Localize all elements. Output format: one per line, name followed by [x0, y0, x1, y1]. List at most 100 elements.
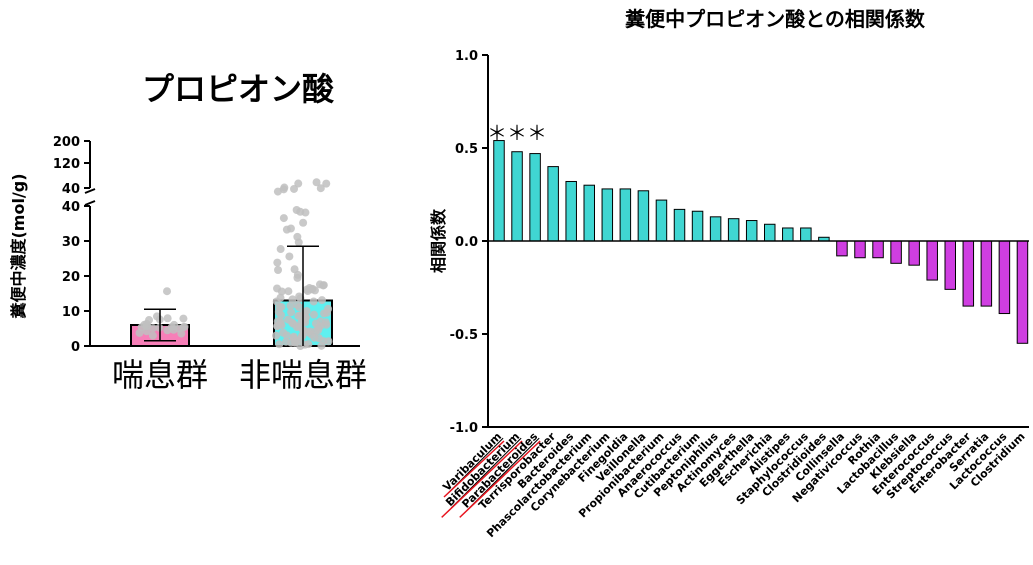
data-point [274, 266, 283, 275]
data-point [152, 312, 161, 321]
data-point [177, 329, 186, 338]
axis-break-mark [84, 188, 96, 194]
bar [493, 140, 505, 242]
data-point [293, 273, 302, 282]
correlation-svg: 糞便中プロピオン酸との相関係数1.00.50.0-0.5-1.0相関係数Vari… [429, 7, 1029, 540]
bar [691, 210, 704, 242]
y-tick-label: 20 [62, 270, 80, 285]
data-point [296, 207, 305, 216]
data-point [310, 333, 319, 342]
bar [800, 227, 812, 242]
data-point [272, 331, 281, 340]
bar [637, 190, 650, 242]
bar [583, 184, 595, 242]
bar [565, 180, 577, 242]
bar [727, 218, 740, 242]
data-point [294, 179, 303, 188]
y-tick-label: -0.5 [450, 328, 478, 343]
data-point [285, 252, 294, 261]
data-point [293, 232, 302, 241]
bar [998, 240, 1011, 315]
data-point [284, 315, 293, 324]
category-underline [459, 440, 541, 518]
bar [745, 220, 758, 242]
data-point [148, 324, 157, 333]
data-point [304, 340, 313, 349]
bar [601, 188, 614, 242]
chart-title: プロピオン酸 [142, 70, 335, 108]
y-axis-label: 糞便中濃度(mol/g) [9, 173, 28, 319]
y-tick-label: 0.5 [455, 142, 478, 157]
y-tick-label: 40 [62, 182, 80, 197]
y-tick-label: 120 [53, 157, 80, 172]
data-point [277, 287, 286, 296]
data-point [311, 319, 320, 328]
data-point [279, 185, 288, 194]
bar [547, 166, 559, 242]
data-point [276, 245, 285, 254]
category-label: 喘息群 [112, 356, 208, 394]
data-point [276, 293, 285, 302]
data-point [282, 337, 291, 346]
data-point [299, 218, 308, 227]
chart-title: 糞便中プロピオン酸との相関係数 [624, 7, 926, 31]
data-point [292, 323, 301, 332]
y-tick-label: -1.0 [450, 421, 478, 436]
y-tick-label: 0 [71, 340, 80, 355]
data-point [180, 322, 189, 331]
category-label: 非喘息群 [239, 356, 367, 394]
significance-annotation: ＊＊＊ [487, 121, 547, 145]
bar [962, 240, 975, 307]
bar [944, 240, 956, 290]
bar [655, 199, 668, 242]
data-point [279, 214, 288, 223]
bar [782, 227, 794, 242]
data-point [179, 314, 188, 323]
data-point [295, 303, 304, 312]
data-point [317, 341, 326, 350]
data-point [320, 309, 329, 318]
data-point [287, 308, 296, 317]
data-point [273, 321, 282, 330]
propionate-concentration-svg: プロピオン酸 0 10 20 30 40 40 120 200 糞便中濃度(mol/g) 喘息群 非喘… [9, 70, 367, 394]
data-point [295, 292, 304, 301]
data-point [137, 323, 146, 332]
data-point [284, 287, 293, 296]
bar [709, 216, 722, 242]
bar [1016, 240, 1029, 344]
data-point [305, 284, 314, 293]
data-point [282, 225, 291, 234]
data-point [290, 184, 299, 193]
bar [529, 153, 541, 242]
y-tick-label: 1.0 [455, 49, 478, 64]
axis-break-mark [84, 200, 96, 206]
data-point [279, 328, 288, 337]
y-tick-label: 30 [62, 235, 80, 250]
data-point [309, 310, 318, 319]
data-point [275, 340, 284, 349]
bar [890, 240, 902, 264]
data-point [277, 311, 286, 320]
propionate-concentration-chart: プロピオン酸 0 10 20 30 40 40 120 200 糞便中濃度(mol/g) 喘息群 非喘… [0, 0, 400, 561]
data-point [148, 331, 157, 340]
category-underline [441, 440, 523, 518]
data-point [289, 332, 298, 341]
y-tick-label: 10 [62, 305, 80, 320]
data-point [288, 295, 297, 304]
bar [854, 240, 866, 259]
bar [764, 223, 776, 242]
data-point [309, 297, 318, 306]
category-underline [443, 440, 505, 498]
data-point [324, 337, 333, 346]
bar [511, 151, 523, 242]
bar [619, 188, 632, 242]
data-point [314, 326, 323, 335]
data-point [167, 322, 176, 331]
y-tick-label: 200 [53, 135, 80, 150]
data-point [312, 178, 321, 187]
correlation-chart: 糞便中プロピオン酸との相関係数 1.0 0.5 0.0 -0.5 -1.0 相関係数 Vari… [400, 0, 1033, 561]
bar [673, 208, 686, 242]
bar [926, 240, 938, 281]
data-point [163, 314, 172, 323]
data-point [286, 301, 295, 310]
